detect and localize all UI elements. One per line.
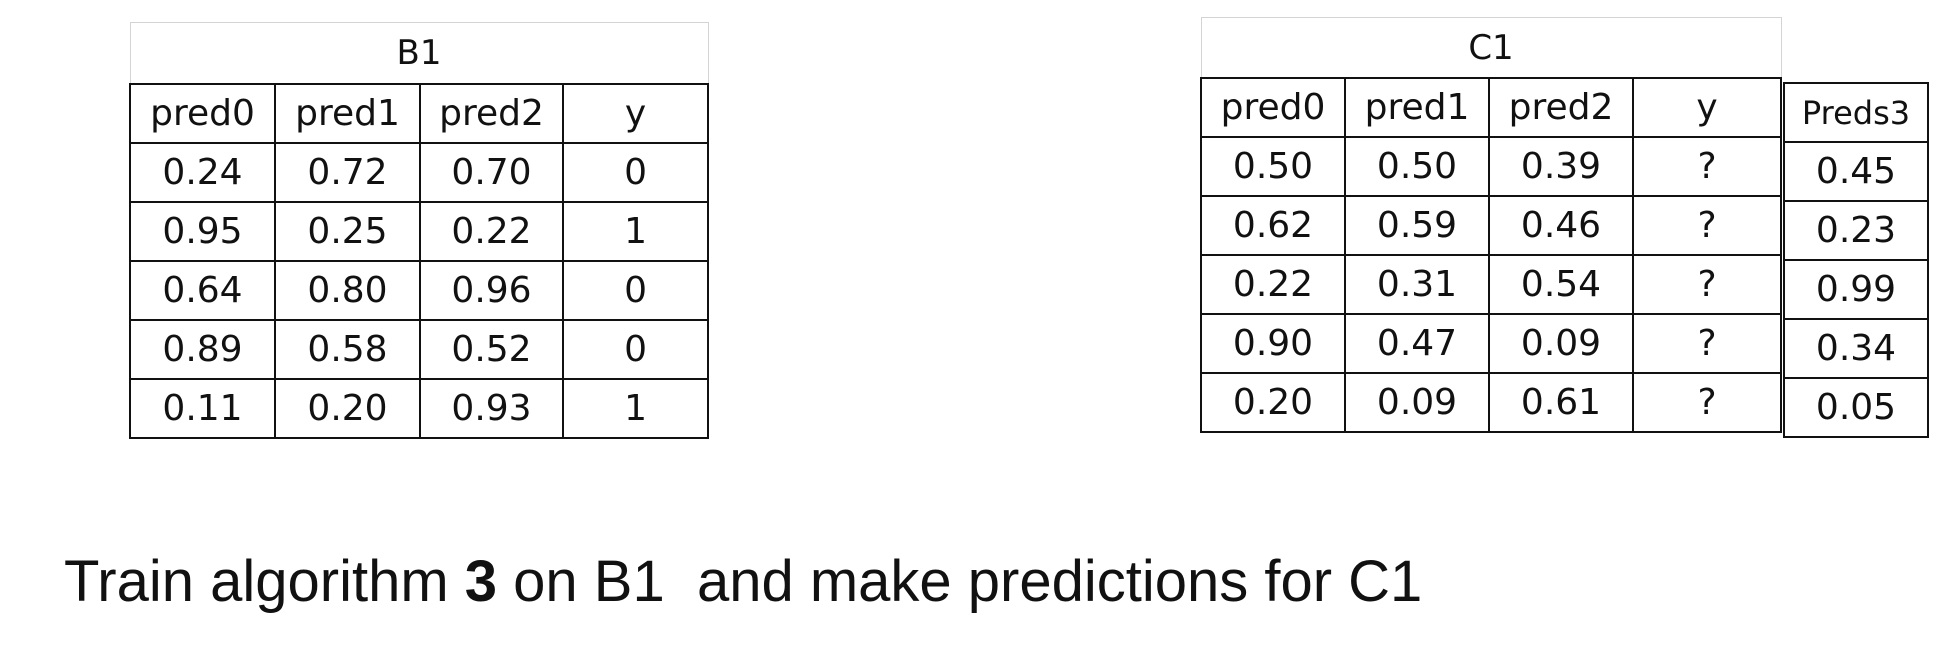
table-cell: 0.05	[1783, 377, 1929, 438]
table-row: 0.50 0.50 0.39 ?	[1200, 136, 1782, 197]
table-cell: 0.99	[1783, 259, 1929, 320]
table-c1-header-row: pred0 pred1 pred2 y	[1200, 77, 1782, 138]
table-cell: 0.45	[1783, 141, 1929, 202]
table-c1: C1 pred0 pred1 pred2 y 0.50 0.50 0.39 ? …	[1200, 17, 1782, 433]
caption-text-before: Train algorithm	[64, 549, 465, 614]
table-cell: 0.95	[129, 201, 276, 262]
table-cell: 0.39	[1488, 136, 1634, 197]
table-cell: 1	[561, 378, 710, 439]
table-cell: ?	[1632, 372, 1782, 433]
table-cell: 0.52	[419, 319, 564, 380]
table-cell: 0.20	[1200, 372, 1346, 433]
table-cell: 0.70	[419, 142, 564, 203]
table-b1-header-pred0: pred0	[129, 83, 276, 144]
table-row: 0.23	[1783, 200, 1929, 261]
table-preds3-header: Preds3	[1783, 82, 1929, 143]
table-b1-title: B1	[129, 22, 709, 84]
table-cell: ?	[1632, 254, 1782, 315]
caption-algorithm-number: 3	[464, 549, 498, 614]
table-cell: 0.80	[274, 260, 421, 321]
table-preds3: Preds3 0.45 0.23 0.99 0.34 0.05	[1783, 82, 1929, 438]
table-row: 0.62 0.59 0.46 ?	[1200, 195, 1782, 256]
table-cell: 0.22	[1200, 254, 1346, 315]
table-preds3-header-row: Preds3	[1783, 82, 1929, 143]
table-row: 0.64 0.80 0.96 0	[129, 260, 710, 321]
table-cell: 0.46	[1488, 195, 1634, 256]
table-cell: 0.23	[1783, 200, 1929, 261]
table-cell: 0.11	[129, 378, 276, 439]
table-b1-header-y: y	[561, 83, 710, 144]
table-row: 0.34	[1783, 318, 1929, 379]
table-cell: 0.58	[274, 319, 421, 380]
table-cell: 0.47	[1344, 313, 1490, 374]
table-cell: ?	[1632, 195, 1782, 256]
table-row: 0.05	[1783, 377, 1929, 438]
table-c1-header-y: y	[1632, 77, 1782, 138]
table-row: 0.99	[1783, 259, 1929, 320]
table-cell: 0.31	[1344, 254, 1490, 315]
table-b1-header-pred1: pred1	[274, 83, 421, 144]
table-cell: 0.59	[1344, 195, 1490, 256]
table-cell: ?	[1632, 136, 1782, 197]
table-cell: 0.09	[1344, 372, 1490, 433]
table-b1-header-row: pred0 pred1 pred2 y	[129, 83, 710, 144]
table-cell: 0.72	[274, 142, 421, 203]
table-cell: 0.61	[1488, 372, 1634, 433]
table-cell: 0.50	[1344, 136, 1490, 197]
caption-text-after: on B1 and make predictions for C1	[497, 549, 1423, 614]
table-c1-header-pred1: pred1	[1344, 77, 1490, 138]
table-cell: 0.20	[274, 378, 421, 439]
table-c1-header-pred2: pred2	[1488, 77, 1634, 138]
caption-text: Train algorithm 3 on B1 and make predict…	[64, 548, 1422, 615]
table-cell: 1	[561, 201, 710, 262]
table-cell: 0	[561, 260, 710, 321]
table-cell: 0.25	[274, 201, 421, 262]
table-c1-title: C1	[1200, 17, 1782, 78]
table-row: 0.89 0.58 0.52 0	[129, 319, 710, 380]
table-cell: 0.22	[419, 201, 564, 262]
table-cell: 0	[561, 319, 710, 380]
table-cell: 0.24	[129, 142, 276, 203]
table-cell: 0.64	[129, 260, 276, 321]
table-cell: 0.54	[1488, 254, 1634, 315]
table-row: 0.90 0.47 0.09 ?	[1200, 313, 1782, 374]
table-cell: 0	[561, 142, 710, 203]
table-cell: 0.34	[1783, 318, 1929, 379]
table-row: 0.22 0.31 0.54 ?	[1200, 254, 1782, 315]
table-cell: 0.90	[1200, 313, 1346, 374]
table-cell: 0.89	[129, 319, 276, 380]
table-cell: 0.62	[1200, 195, 1346, 256]
table-c1-header-pred0: pred0	[1200, 77, 1346, 138]
table-b1: B1 pred0 pred1 pred2 y 0.24 0.72 0.70 0 …	[129, 22, 710, 439]
table-b1-header-pred2: pred2	[419, 83, 564, 144]
table-cell: 0.09	[1488, 313, 1634, 374]
table-cell: 0.96	[419, 260, 564, 321]
table-row: 0.24 0.72 0.70 0	[129, 142, 710, 203]
table-row: 0.95 0.25 0.22 1	[129, 201, 710, 262]
table-row: 0.11 0.20 0.93 1	[129, 378, 710, 439]
table-cell: ?	[1632, 313, 1782, 374]
table-cell: 0.93	[419, 378, 564, 439]
table-cell: 0.50	[1200, 136, 1346, 197]
table-row: 0.45	[1783, 141, 1929, 202]
table-row: 0.20 0.09 0.61 ?	[1200, 372, 1782, 433]
